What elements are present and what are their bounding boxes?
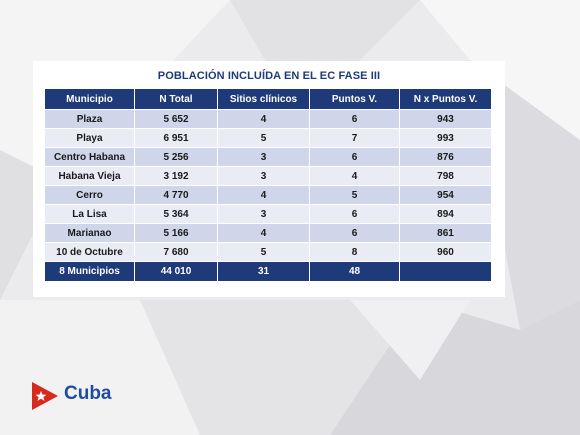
cell-municipio: Playa — [44, 128, 135, 148]
population-table: Municipio N Total Sitios clínicos Puntos… — [44, 88, 492, 282]
cell-n-total: 4 770 — [134, 185, 218, 205]
total-n-x-puntos — [399, 261, 492, 282]
cell-n-x-puntos: 798 — [399, 166, 492, 186]
cell-sitios: 5 — [217, 128, 310, 148]
cell-puntos: 6 — [309, 223, 400, 243]
cell-n-total: 5 256 — [134, 147, 218, 167]
cell-municipio: Plaza — [44, 109, 135, 129]
total-municipios: 8 Municipios — [44, 261, 135, 282]
cell-municipio: Marianao — [44, 223, 135, 243]
cell-puntos: 6 — [309, 109, 400, 129]
cell-puntos: 7 — [309, 128, 400, 148]
header-sitios-clinicos: Sitios clínicos — [217, 88, 310, 110]
cell-municipio: Habana Vieja — [44, 166, 135, 186]
table-row: Habana Vieja 3 192 3 4 798 — [44, 166, 492, 186]
cell-n-x-puntos: 876 — [399, 147, 492, 167]
table-row: Playa 6 951 5 7 993 — [44, 128, 492, 148]
total-sitios: 31 — [217, 261, 310, 282]
cell-n-x-puntos: 960 — [399, 242, 492, 262]
cell-puntos: 5 — [309, 185, 400, 205]
cell-municipio: Centro Habana — [44, 147, 135, 167]
table-row: Plaza 5 652 4 6 943 — [44, 109, 492, 129]
header-n-total: N Total — [134, 88, 218, 110]
cell-n-total: 3 192 — [134, 166, 218, 186]
header-n-x-puntos-v: N x Puntos V. — [399, 88, 492, 110]
table-row: Marianao 5 166 4 6 861 — [44, 223, 492, 243]
cell-n-x-puntos: 943 — [399, 109, 492, 129]
cell-n-x-puntos: 894 — [399, 204, 492, 224]
cell-municipio: La Lisa — [44, 204, 135, 224]
table-row: 10 de Octubre 7 680 5 8 960 — [44, 242, 492, 262]
table-row: La Lisa 5 364 3 6 894 — [44, 204, 492, 224]
table-row: Cerro 4 770 4 5 954 — [44, 185, 492, 205]
total-n-total: 44 010 — [134, 261, 218, 282]
cell-sitios: 3 — [217, 147, 310, 167]
table-row: Centro Habana 5 256 3 6 876 — [44, 147, 492, 167]
cell-sitios: 4 — [217, 223, 310, 243]
cell-puntos: 6 — [309, 204, 400, 224]
cell-puntos: 8 — [309, 242, 400, 262]
cuba-flag-icon — [32, 382, 58, 410]
cell-n-x-puntos: 993 — [399, 128, 492, 148]
table-card: POBLACIÓN INCLUÍDA EN EL EC FASE III Mun… — [33, 61, 505, 297]
cell-sitios: 4 — [217, 109, 310, 129]
total-row: 8 Municipios 44 010 31 48 — [44, 261, 492, 282]
cell-sitios: 3 — [217, 204, 310, 224]
header-puntos-v: Puntos V. — [309, 88, 400, 110]
cell-puntos: 6 — [309, 147, 400, 167]
cell-n-total: 5 166 — [134, 223, 218, 243]
cell-n-total: 7 680 — [134, 242, 218, 262]
cell-n-x-puntos: 954 — [399, 185, 492, 205]
cell-n-total: 6 951 — [134, 128, 218, 148]
total-puntos: 48 — [309, 261, 400, 282]
table-title: POBLACIÓN INCLUÍDA EN EL EC FASE III — [157, 70, 381, 82]
cell-puntos: 4 — [309, 166, 400, 186]
cell-n-x-puntos: 861 — [399, 223, 492, 243]
cell-sitios: 3 — [217, 166, 310, 186]
cell-n-total: 5 364 — [134, 204, 218, 224]
cell-municipio: 10 de Octubre — [44, 242, 135, 262]
header-municipio: Municipio — [44, 88, 135, 110]
cell-municipio: Cerro — [44, 185, 135, 205]
cell-sitios: 4 — [217, 185, 310, 205]
header-row: Municipio N Total Sitios clínicos Puntos… — [44, 88, 492, 110]
brand-name: Cuba — [64, 383, 112, 404]
cuba-logo: Cuba — [30, 378, 130, 414]
cell-n-total: 5 652 — [134, 109, 218, 129]
cell-sitios: 5 — [217, 242, 310, 262]
